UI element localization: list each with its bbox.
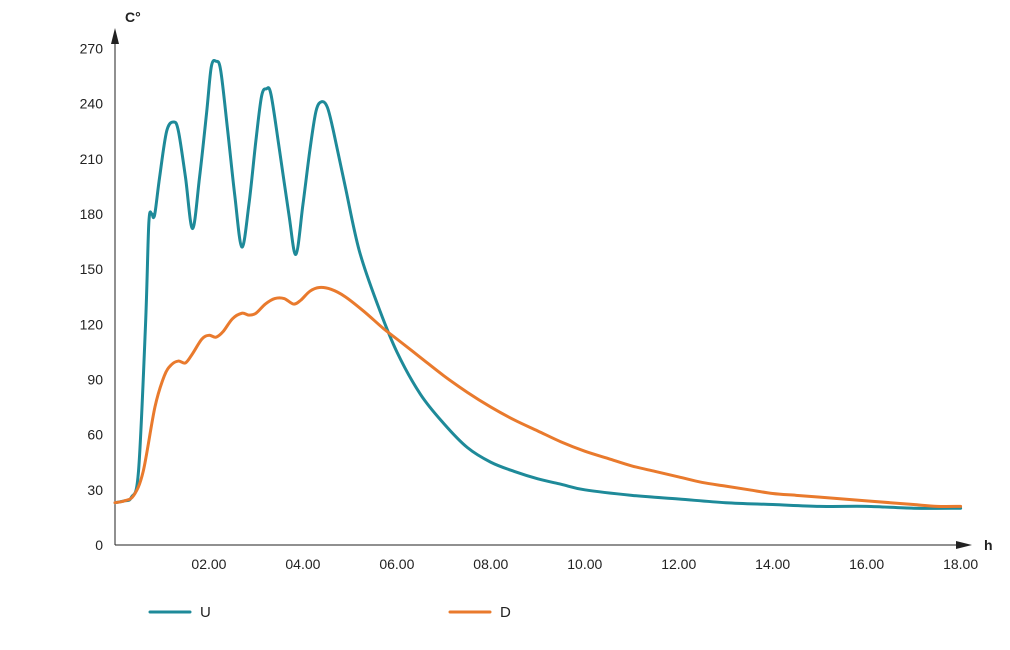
y-axis-arrow — [111, 28, 119, 44]
y-tick-label: 210 — [80, 151, 104, 167]
x-tick-label: 02.00 — [191, 556, 226, 572]
x-tick-label: 08.00 — [473, 556, 508, 572]
chart-container: 0 30 60 90 120 150 180 210 240 270 C° 02.00 04.00 06.… — [0, 0, 1010, 650]
y-tick-label: 150 — [80, 261, 104, 277]
x-axis-arrow — [956, 541, 972, 549]
x-tick-label: 18.00 — [943, 556, 978, 572]
y-axis-label: C° — [125, 9, 141, 25]
x-tick-label: 06.00 — [379, 556, 414, 572]
y-tick-label: 90 — [87, 371, 103, 387]
x-tick-label: 12.00 — [661, 556, 696, 572]
x-tick-label: 04.00 — [285, 556, 320, 572]
x-tick-label: 14.00 — [755, 556, 790, 572]
series-line-series-b — [115, 287, 961, 506]
x-tick-label: 16.00 — [849, 556, 884, 572]
y-tick-label: 180 — [80, 206, 104, 222]
x-tick-label: 10.00 — [567, 556, 602, 572]
legend-label-series-a: U — [200, 604, 211, 621]
y-tick-label: 0 — [95, 537, 103, 553]
y-tick-label: 240 — [80, 96, 104, 112]
y-tick-label: 120 — [80, 316, 104, 332]
line-chart: 0 30 60 90 120 150 180 210 240 270 C° 02.00 04.00 06.… — [0, 0, 1010, 650]
x-axis-label: h — [984, 537, 993, 553]
y-tick-label: 30 — [87, 482, 103, 498]
series-line-series-a — [115, 60, 961, 508]
y-tick-label: 270 — [80, 40, 104, 56]
legend-label-series-b: D — [500, 604, 511, 621]
y-tick-label: 60 — [87, 427, 103, 443]
